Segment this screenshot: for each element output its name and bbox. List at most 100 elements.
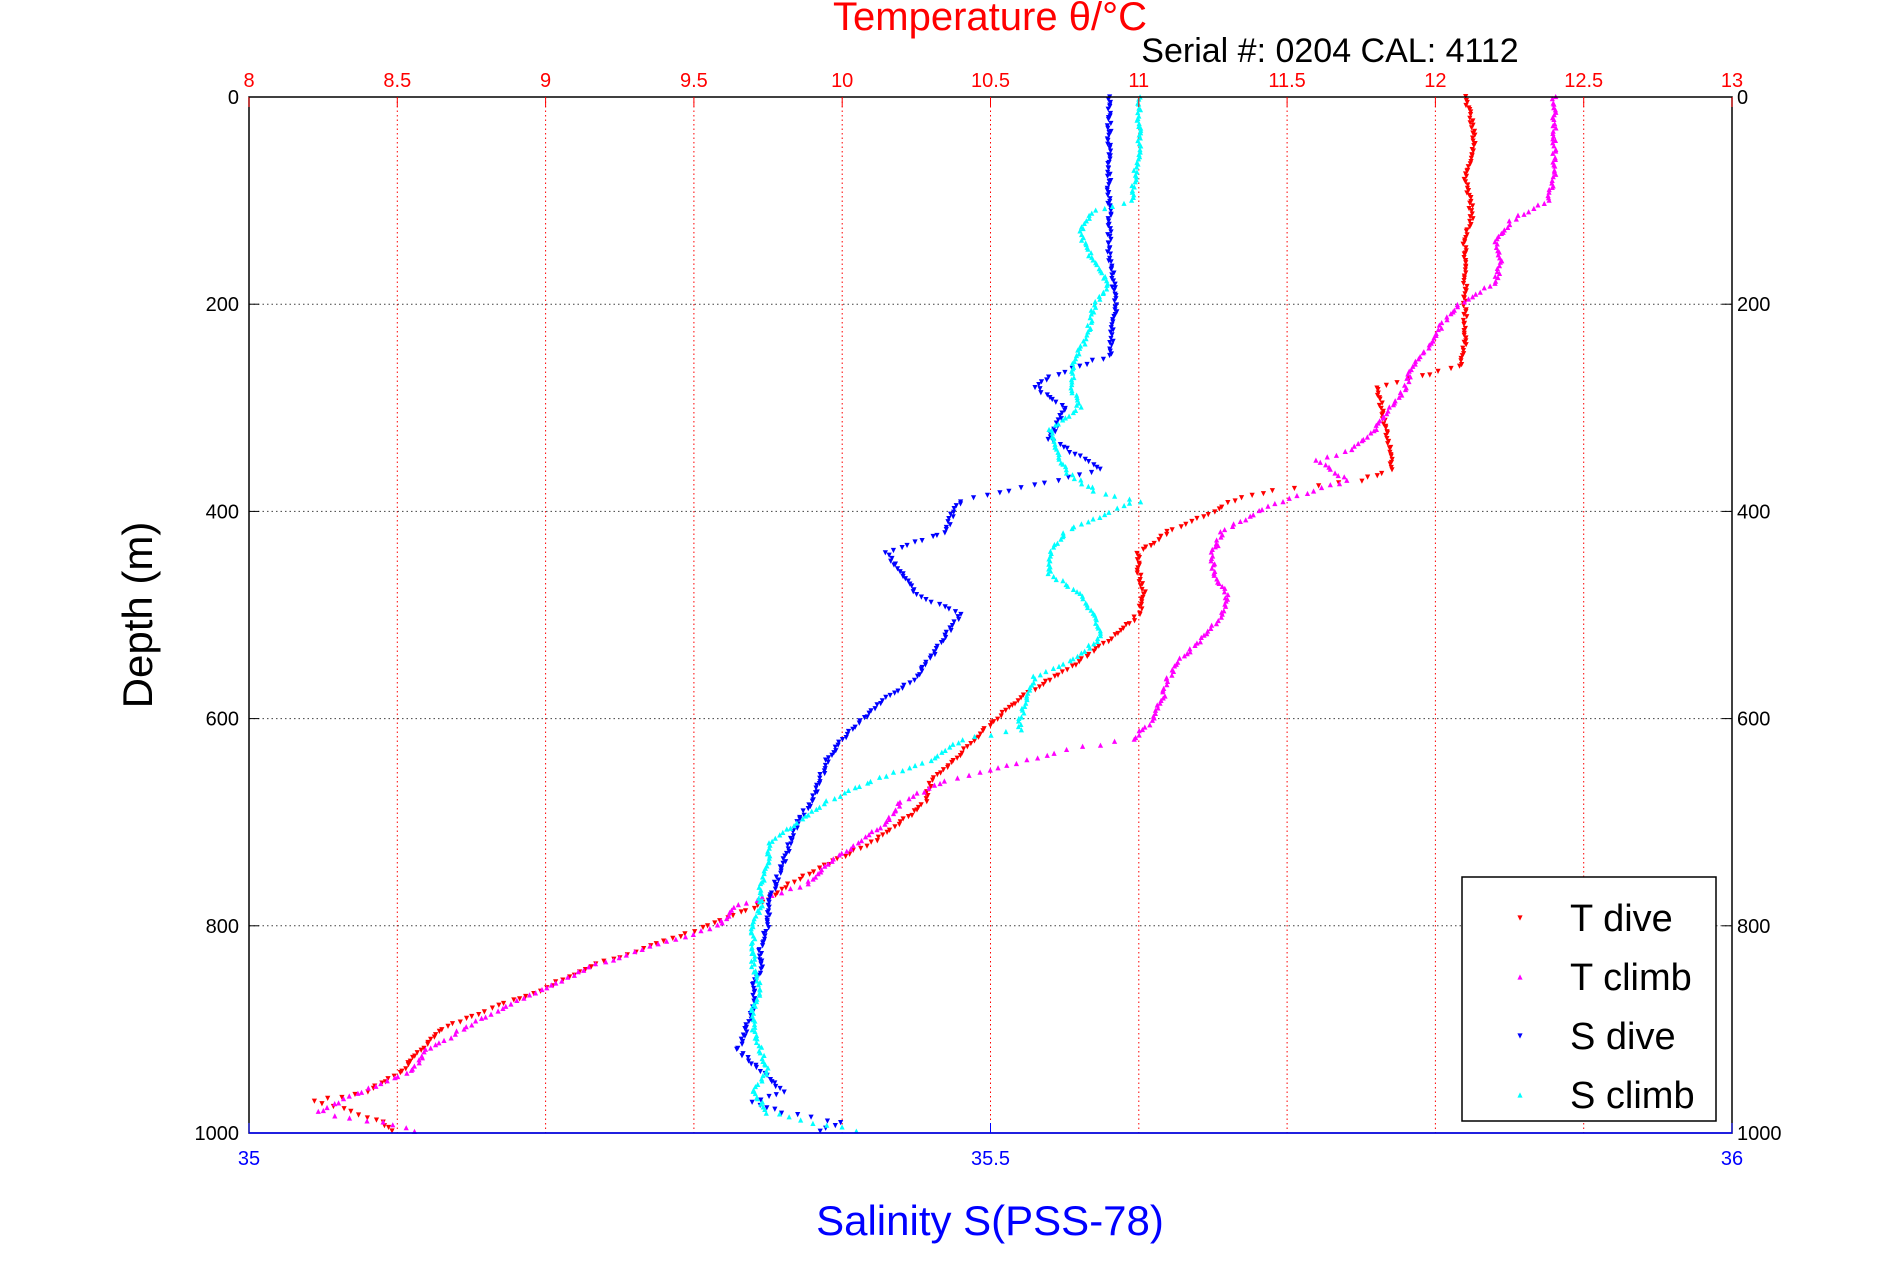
data-point (1359, 478, 1365, 484)
data-point (1057, 441, 1063, 448)
data-point (1379, 470, 1385, 477)
data-point (1111, 287, 1117, 293)
data-point (532, 990, 539, 996)
data-point (746, 1019, 752, 1025)
data-point (1222, 585, 1228, 591)
data-point (1138, 596, 1144, 602)
data-point (894, 566, 901, 572)
data-point (655, 941, 661, 947)
data-point (1072, 451, 1078, 457)
data-point (1546, 197, 1552, 203)
depth-tick-label-right: 1000 (1737, 1123, 1782, 1145)
data-point (821, 768, 828, 774)
data-point (1020, 692, 1027, 698)
data-point (707, 926, 713, 932)
data-point (889, 555, 895, 562)
data-point (380, 1119, 386, 1125)
data-point (1071, 374, 1077, 381)
data-point (1213, 621, 1220, 627)
data-point (734, 1046, 740, 1052)
data-point (1468, 125, 1475, 131)
data-point (416, 1060, 422, 1066)
data-point (919, 538, 925, 544)
data-point (832, 796, 838, 802)
data-point (972, 733, 978, 740)
data-point (923, 597, 929, 603)
data-point (1551, 101, 1557, 107)
data-point (1515, 212, 1521, 218)
data-point (1212, 509, 1218, 515)
data-point (1131, 618, 1138, 624)
data-point (1448, 365, 1454, 372)
data-point (1171, 663, 1178, 669)
data-point (539, 986, 545, 993)
data-point (1097, 633, 1104, 639)
data-point (784, 826, 790, 832)
data-point (1402, 386, 1409, 393)
data-point (910, 793, 916, 799)
data-point (1412, 358, 1419, 364)
data-point (1132, 179, 1138, 185)
data-point (938, 770, 944, 776)
data-point (1134, 557, 1141, 563)
data-point (639, 946, 645, 953)
data-point (805, 881, 811, 887)
data-point (452, 1031, 458, 1037)
data-point (1088, 307, 1094, 313)
data-point (517, 996, 523, 1002)
data-point (1439, 319, 1445, 326)
data-point (1406, 378, 1412, 385)
temp-tick-label: 11 (1128, 70, 1149, 92)
data-point (1415, 356, 1422, 362)
data-point (987, 723, 994, 729)
data-point (790, 833, 797, 839)
data-point (764, 1105, 770, 1111)
data-point (1126, 496, 1133, 502)
data-point (1088, 250, 1094, 256)
data-point (1359, 438, 1365, 444)
data-point (977, 769, 983, 775)
data-point (858, 845, 864, 852)
data-point (753, 1039, 760, 1046)
data-point (1365, 474, 1371, 480)
data-point (1351, 443, 1357, 449)
data-point (1550, 136, 1556, 142)
data-point (1108, 212, 1114, 218)
data-point (410, 1054, 416, 1061)
data-point (892, 824, 898, 830)
data-point (1209, 622, 1215, 628)
data-point (791, 879, 798, 885)
data-point (750, 992, 756, 999)
data-point (592, 961, 599, 967)
data-point (1205, 512, 1211, 518)
data-point (1056, 663, 1062, 669)
data-point (724, 915, 730, 922)
data-point (1077, 590, 1083, 596)
data-point (1463, 245, 1469, 251)
data-point (1164, 682, 1170, 688)
data-point (1238, 495, 1245, 501)
data-point (1056, 372, 1062, 378)
data-point (938, 639, 945, 646)
data-point (1054, 540, 1061, 546)
data-point (324, 1104, 330, 1111)
data-point (1082, 341, 1088, 347)
data-point (1091, 309, 1097, 315)
data-point (956, 616, 962, 623)
series-s-climb (748, 94, 1144, 1134)
data-point (1496, 263, 1503, 269)
data-point (900, 816, 906, 822)
data-point (1065, 583, 1071, 589)
data-point (822, 863, 828, 869)
data-point (1385, 441, 1391, 447)
data-point (810, 876, 816, 882)
data-point (1096, 293, 1102, 299)
data-point (960, 737, 966, 743)
data-point (754, 1036, 760, 1042)
data-point (1103, 491, 1109, 497)
data-point (845, 728, 852, 735)
data-point (1468, 155, 1474, 161)
data-point (449, 1021, 456, 1027)
data-point (1160, 689, 1166, 695)
data-point (758, 1101, 764, 1107)
